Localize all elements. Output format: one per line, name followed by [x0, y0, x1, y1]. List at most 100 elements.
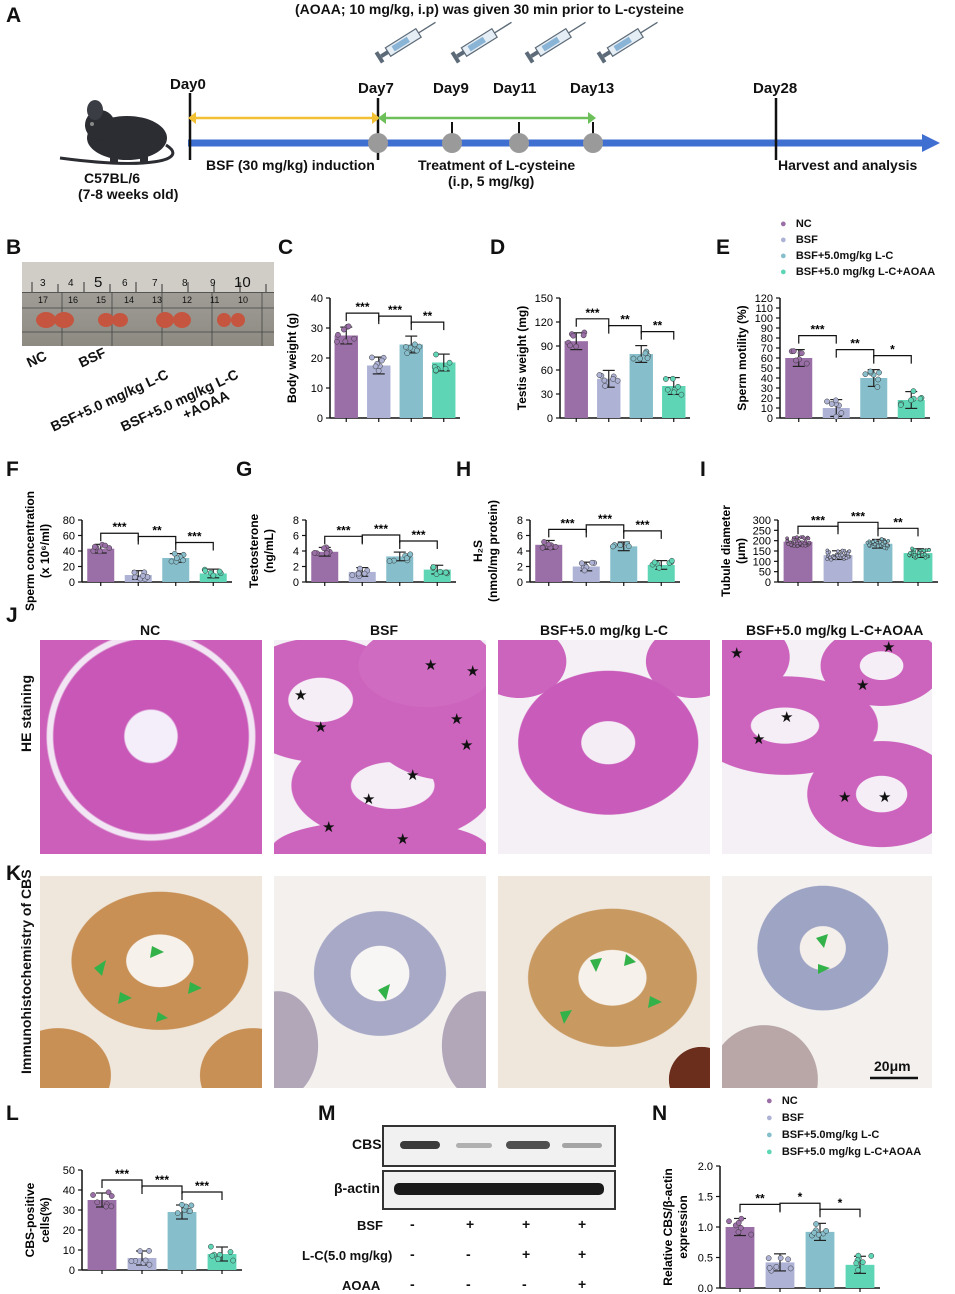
- data-point: [803, 360, 810, 367]
- bar: [167, 1212, 197, 1270]
- y-tick-label: 0: [767, 413, 773, 425]
- y-tick-label: 0: [547, 413, 553, 425]
- y-tick-label: 90: [541, 341, 553, 353]
- y-tick-label: 150: [535, 293, 553, 305]
- data-point: [321, 545, 327, 552]
- bar: [783, 541, 813, 582]
- y-tick-label: 30: [63, 1205, 75, 1217]
- data-point: [922, 548, 926, 553]
- y-tick-label: 6: [293, 531, 299, 543]
- legend-item: ● BSF+5.0 mg/kg L-C+AOAA: [766, 1146, 922, 1158]
- y-tick-label: 100: [755, 313, 773, 325]
- blot-band: [562, 1143, 602, 1148]
- significance-bracket: [399, 540, 438, 549]
- ihc-image-bsf: [274, 876, 486, 1088]
- bar: [311, 551, 339, 582]
- data-point: [862, 371, 869, 378]
- y-tick-label: 80: [63, 515, 75, 527]
- bar: [572, 566, 600, 582]
- data-point: [872, 542, 877, 547]
- data-point: [835, 553, 840, 558]
- significance-bracket: [623, 530, 662, 539]
- data-point: [644, 355, 651, 361]
- syringe-icon: [524, 21, 586, 64]
- y-tick-label: 40: [311, 293, 323, 305]
- blot-sign: +: [522, 1246, 531, 1262]
- y-tick-label: 120: [755, 293, 773, 305]
- y-tick-label: 30: [761, 383, 773, 395]
- scale-bar-label: 20μm: [874, 1058, 911, 1074]
- data-point: [651, 559, 658, 566]
- data-point: [871, 539, 875, 544]
- ruler-number: 10: [234, 274, 251, 291]
- significance-label: **: [893, 515, 903, 529]
- data-point: [910, 546, 914, 551]
- data-point: [735, 1229, 742, 1235]
- data-point: [610, 543, 616, 550]
- data-point: [355, 570, 362, 577]
- ruler-number: 11: [210, 295, 220, 305]
- blot-sign: +: [578, 1276, 587, 1292]
- y-tick-label: 0: [317, 413, 323, 425]
- y-tick-label: 300: [753, 515, 771, 527]
- data-point: [132, 574, 138, 580]
- significance-bracket: [361, 534, 401, 543]
- bar: [399, 344, 423, 418]
- significance-label: *: [890, 343, 895, 357]
- star-marker: ★: [396, 831, 410, 848]
- data-point: [375, 367, 382, 374]
- ruler-number: 8: [182, 278, 188, 289]
- data-point: [602, 383, 608, 389]
- day-label: Day9: [433, 80, 469, 97]
- data-point: [210, 572, 217, 579]
- data-point: [131, 569, 138, 576]
- blot-band: [506, 1141, 550, 1149]
- significance-bracket: [378, 315, 412, 325]
- data-point: [838, 410, 845, 416]
- band-label: CBS: [352, 1136, 382, 1152]
- y-axis-label: Relative CBS/β-actin: [661, 1168, 675, 1285]
- y-tick-label: 60: [761, 353, 773, 365]
- y-axis-label: (nmol/mg protein): [486, 500, 500, 602]
- y-tick-label: 60: [541, 365, 553, 377]
- significance-bracket: [345, 312, 380, 322]
- data-point: [836, 549, 840, 554]
- green-arrow-icon: [150, 946, 164, 958]
- green-arrow-icon: [648, 996, 662, 1008]
- data-point: [215, 1256, 221, 1262]
- data-point: [610, 376, 616, 382]
- data-point: [413, 347, 420, 354]
- data-point: [916, 550, 921, 555]
- data-point: [668, 557, 675, 564]
- ruler-number: 14: [124, 295, 135, 305]
- y-tick-label: 10: [311, 383, 323, 395]
- ruler-number: 12: [182, 295, 193, 305]
- he-image-aoaa: ★ ★ ★ ★ ★ ★ ★: [722, 640, 932, 854]
- significance-bracket: [324, 535, 363, 545]
- data-point: [361, 570, 368, 577]
- data-point: [180, 557, 186, 564]
- y-tick-label: 120: [535, 317, 553, 329]
- data-point: [791, 537, 796, 542]
- data-point: [813, 1221, 819, 1227]
- data-point: [341, 326, 347, 333]
- data-point: [795, 544, 800, 548]
- day-label: Day11: [493, 80, 537, 97]
- y-tick-label: 60: [63, 531, 75, 543]
- y-axis-label: Testosterone: [247, 513, 261, 588]
- data-point: [748, 1231, 755, 1238]
- data-point: [735, 1219, 742, 1226]
- y-axis-label: Body weight (g): [285, 313, 299, 403]
- data-point: [589, 559, 595, 566]
- syringe-icon: [596, 21, 658, 64]
- blot-sign: -: [466, 1276, 471, 1292]
- y-tick-label: 80: [761, 333, 773, 345]
- green-arrow-icon: [590, 958, 602, 972]
- data-point: [103, 1203, 109, 1210]
- data-point: [446, 359, 453, 366]
- data-point: [662, 376, 669, 382]
- data-point: [833, 413, 840, 420]
- significance-bracket: [137, 535, 177, 545]
- y-tick-label: 20: [63, 562, 75, 574]
- significance-label: ***: [851, 509, 865, 523]
